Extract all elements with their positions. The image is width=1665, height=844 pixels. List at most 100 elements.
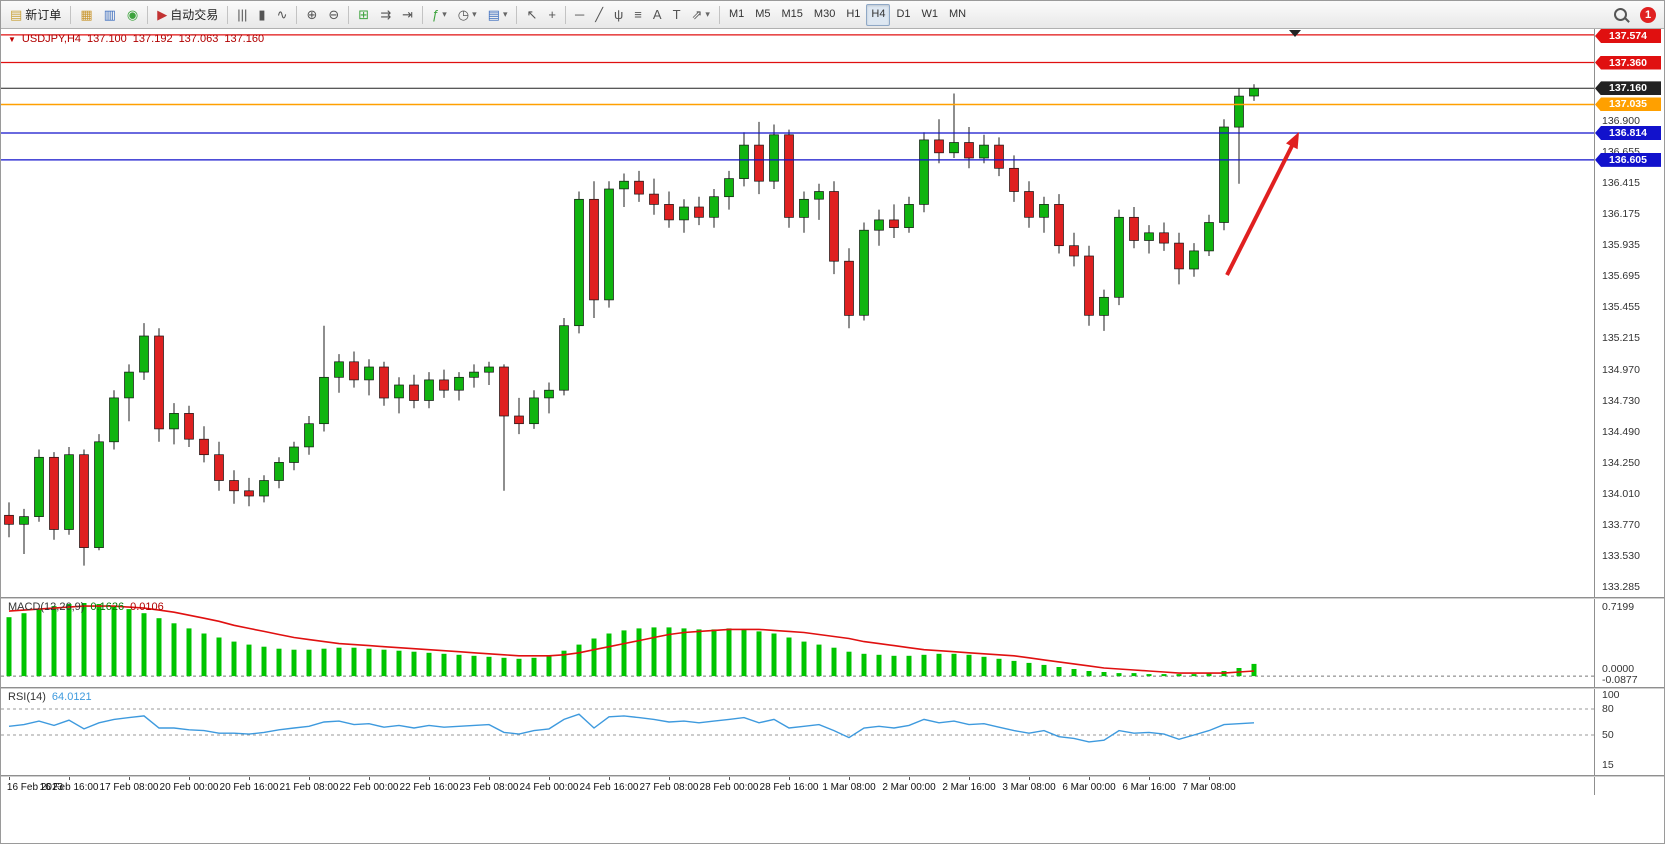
line-chart-button[interactable]: ∿ [272, 4, 293, 26]
chart-shift-button[interactable]: ⇥ [397, 4, 418, 26]
cursor-button[interactable]: ↖ [521, 4, 542, 26]
candle [94, 434, 104, 551]
candle [694, 196, 704, 226]
time-axis-tick [669, 777, 670, 780]
indicators-button[interactable]: ƒ ▾ [427, 4, 452, 26]
zoom-out-button[interactable]: ⊖ [323, 4, 344, 26]
resistance-line-lower-price-badge: 137.360 [1595, 55, 1661, 70]
trend-arrow[interactable] [1225, 132, 1299, 276]
price-scale-label: 134.490 [1602, 425, 1640, 438]
crosshair-button[interactable]: + [543, 4, 561, 26]
candle [784, 129, 794, 228]
timeframe-m1-button-label: M1 [728, 8, 745, 20]
candle [1054, 194, 1064, 254]
price-scale[interactable]: 136.900 136.655 136.415 136.175 135.935 135.6… [1594, 29, 1664, 795]
candle [229, 470, 239, 504]
time-axis-tick [789, 777, 790, 780]
rsi-pane[interactable]: RSI(14) 64.0121 [1, 689, 1594, 775]
candle [814, 183, 824, 220]
macd-bar [606, 633, 612, 677]
new-order-button[interactable]: ▤ 新订单 [5, 4, 66, 26]
price-scale-label: 135.455 [1602, 301, 1640, 314]
autotrading-button[interactable]: ▶ 自动交易 [152, 4, 223, 26]
macd-bar [651, 627, 657, 677]
market-watch-icon: ▦ [80, 7, 93, 22]
macd-bar [921, 654, 927, 677]
time-axis-label: 16 Feb 2023 [6, 782, 64, 793]
ohlc-low-value: 137.063 [178, 33, 219, 45]
timeframe-m30-button[interactable]: M30 [809, 4, 840, 26]
macd-bar [51, 606, 57, 677]
time-axis-tick [9, 777, 10, 780]
market-watch-button[interactable]: ▦ [75, 4, 97, 26]
timeframe-m15-button[interactable]: M15 [777, 4, 808, 26]
timeframe-w1-button[interactable]: W1 [917, 4, 944, 26]
candle [379, 361, 389, 406]
macd-bar [1011, 660, 1017, 677]
time-axis[interactable]: 16 Feb 2023 16 Feb 16:00 17 Feb 08:00 20 Fe… [1, 777, 1594, 795]
macd-bar [831, 647, 837, 677]
time-axis-tick [549, 777, 550, 780]
zoom-in-button[interactable]: ⊕ [301, 4, 322, 26]
navigator-button[interactable]: ◉ [122, 4, 143, 26]
candle [1174, 232, 1184, 285]
periods-button[interactable]: ◷ ▾ [453, 4, 482, 26]
pane-divider[interactable] [1, 597, 1664, 599]
fibonacci-button[interactable]: ψ [609, 4, 628, 26]
macd-bar [81, 603, 87, 677]
macd-bar [1131, 673, 1137, 677]
time-axis-label: 3 Mar 08:00 [1002, 782, 1056, 793]
macd-bar [696, 629, 702, 677]
macd-bar [1086, 671, 1092, 677]
toolbar-right: 1 [1609, 4, 1660, 26]
search-button[interactable] [1609, 4, 1632, 26]
timeframe-m5-button[interactable]: M5 [750, 4, 775, 26]
autotrading-button-label: 自动交易 [170, 7, 219, 22]
price-chart-pane[interactable]: ▼ USDJPY,H4 137.100 137.192 137.063 137.… [1, 29, 1594, 597]
auto-scroll-button[interactable]: ⇉ [375, 4, 396, 26]
timeframe-h1-button[interactable]: H1 [841, 4, 865, 26]
timeframe-h4-button[interactable]: H4 [866, 3, 891, 26]
macd-bar [21, 613, 27, 677]
notification-badge[interactable]: 1 [1640, 6, 1656, 23]
shapes-button[interactable]: ⇗ ▾ [687, 4, 715, 26]
trendline-button[interactable]: ╱ [590, 4, 608, 26]
pane-divider[interactable] [1, 775, 1664, 777]
macd-bar [741, 629, 747, 677]
templates-button[interactable]: ▤ ▾ [483, 4, 513, 26]
horizontal-line-button[interactable]: ─ [570, 4, 589, 26]
macd-bar [1026, 662, 1032, 677]
price-scale-label: 133.530 [1602, 549, 1640, 562]
macd-bar [1251, 663, 1257, 677]
data-window-button[interactable]: ▥ [99, 4, 121, 26]
candle [1189, 243, 1199, 277]
macd-bar [951, 653, 957, 677]
candle [1129, 207, 1139, 249]
macd-bar [1176, 674, 1182, 677]
candlestick-icon: ▮ [258, 7, 266, 22]
macd-bar [111, 606, 117, 677]
timeframe-d1-button[interactable]: D1 [891, 4, 915, 26]
macd-bar [981, 656, 987, 677]
macd-bar [66, 604, 72, 677]
macd-bar [546, 655, 552, 677]
macd-bar [966, 654, 972, 677]
tile-windows-button[interactable]: ⊞ [353, 4, 374, 26]
channel-button[interactable]: ≡ [629, 4, 647, 26]
text-button[interactable]: A [648, 4, 667, 26]
timeframe-mn-button[interactable]: MN [944, 4, 971, 26]
time-axis-label: 22 Feb 00:00 [339, 782, 399, 793]
pane-divider[interactable] [1, 687, 1664, 689]
time-axis-tick [489, 777, 490, 780]
toolbar-separator [70, 5, 72, 24]
candle [409, 374, 419, 409]
bar-chart-button[interactable]: ||| [232, 4, 252, 26]
candle [214, 441, 224, 491]
navigator-icon: ◉ [126, 7, 139, 22]
macd-pane[interactable]: MACD(12,26,9) 0.1626 0.0106 [1, 599, 1594, 687]
label-button[interactable]: T [668, 4, 686, 26]
candle [889, 204, 899, 238]
timeframe-m1-button[interactable]: M1 [724, 4, 749, 26]
candlestick-button[interactable]: ▮ [253, 4, 270, 26]
candle [109, 390, 119, 450]
